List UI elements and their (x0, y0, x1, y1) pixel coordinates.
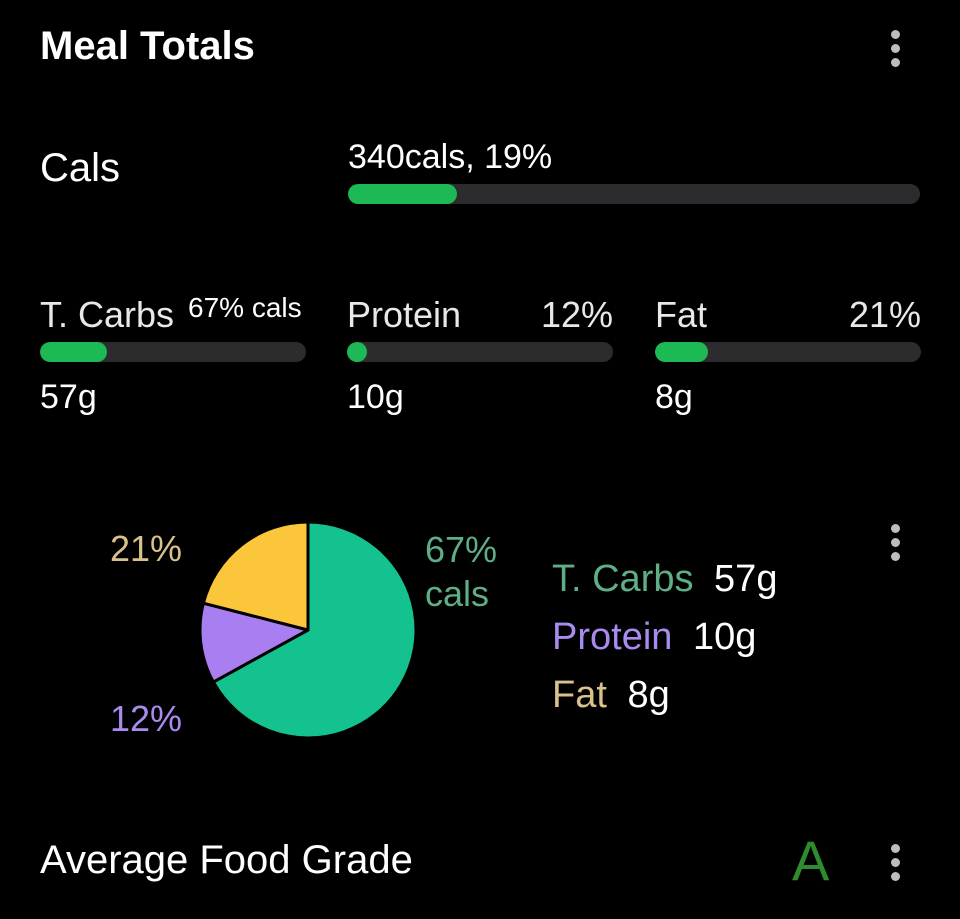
macro-protein-amount: 10g (347, 378, 404, 416)
pie-label-carbs-unit: cals (425, 573, 490, 614)
macro-protein-progress-fill (347, 342, 367, 362)
legend-item-protein: Protein 10g (552, 608, 777, 666)
macro-carbs: T. Carbs 67% cals 57g (40, 290, 306, 420)
pie-label-carbs-pct: 67% (425, 529, 498, 570)
page-title: Meal Totals (40, 24, 255, 68)
cals-summary: 340cals, 19% (348, 138, 553, 176)
pie-label-carbs: 67% cals (425, 528, 497, 616)
food-grade-label: Average Food Grade (40, 838, 413, 882)
macro-fat-amount: 8g (655, 378, 693, 416)
cals-progress-fill (348, 184, 457, 204)
cals-label: Cals (40, 146, 121, 190)
macro-carbs-pct: 67% cals (188, 292, 302, 323)
grade-more-menu-icon[interactable] (880, 838, 910, 886)
macro-carbs-label: T. Carbs (40, 294, 175, 335)
macro-fat-pct: 21% (848, 294, 921, 335)
legend-fat-name: Fat (552, 674, 607, 716)
pie-slice-fat (201, 520, 310, 632)
pie-slice-protein (198, 601, 310, 684)
macro-protein-pct: 12% (540, 294, 613, 335)
macro-fat-progress-fill (655, 342, 709, 362)
macro-protein-progress-bar (347, 342, 613, 362)
food-grade-value: A (792, 829, 830, 892)
macro-pie-chart (198, 520, 418, 740)
header-more-menu-icon[interactable] (880, 24, 910, 72)
legend-carbs-name: T. Carbs (552, 558, 694, 600)
cals-progress-bar (348, 184, 920, 204)
macro-protein: Protein 12% 10g (347, 290, 613, 420)
chart-more-menu-icon[interactable] (880, 518, 910, 566)
legend-item-fat: Fat 8g (552, 666, 777, 724)
pie-label-fat: 21% (110, 528, 183, 569)
legend: T. Carbs 57g Protein 10g Fat 8g (552, 550, 777, 724)
legend-protein-name: Protein (552, 616, 673, 658)
macro-fat-progress-bar (655, 342, 921, 362)
pie-label-protein: 12% (110, 698, 183, 739)
legend-item-carbs: T. Carbs 57g (552, 550, 777, 608)
macro-fat-label: Fat (655, 294, 708, 335)
legend-fat-amount: 8g (627, 674, 670, 716)
macro-carbs-progress-fill (40, 342, 107, 362)
legend-protein-amount: 10g (692, 616, 757, 658)
legend-carbs-amount: 57g (714, 558, 778, 600)
macro-carbs-progress-bar (40, 342, 306, 362)
macro-protein-label: Protein (347, 294, 462, 335)
pie-slice-carbs (211, 520, 418, 740)
macro-fat: Fat 21% 8g (655, 290, 921, 420)
macro-carbs-amount: 57g (40, 378, 97, 416)
